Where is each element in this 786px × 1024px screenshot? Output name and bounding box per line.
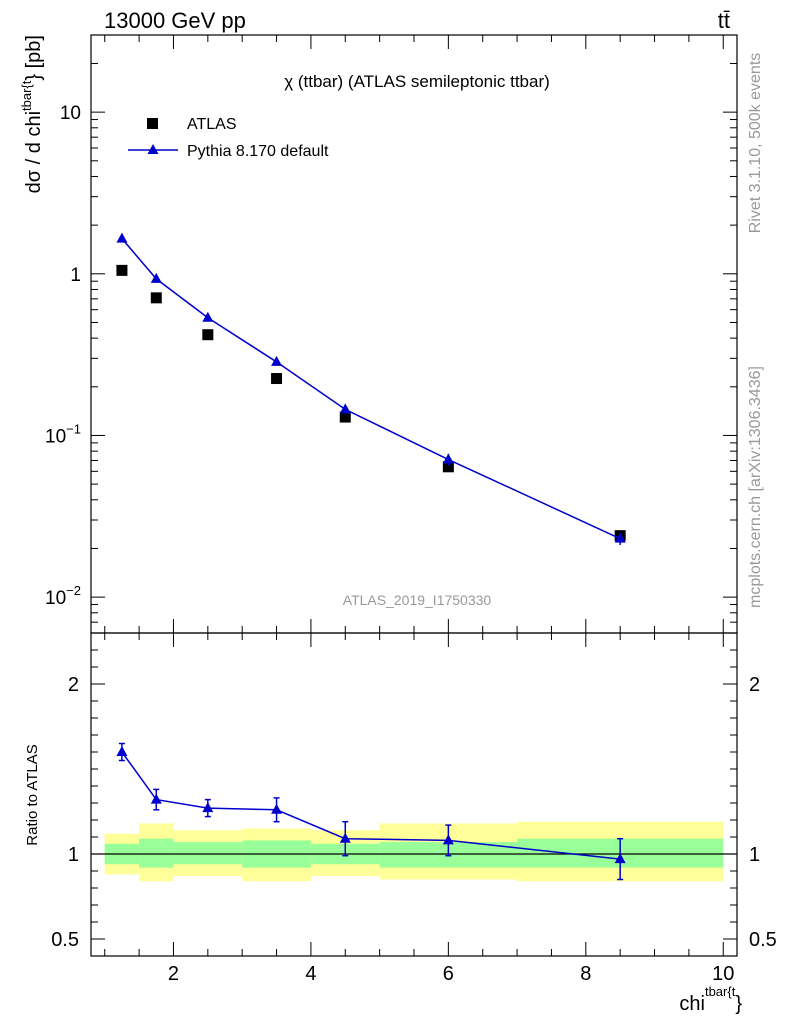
pythia-data-point	[614, 532, 626, 543]
x-axis-title: chitbar{t}	[679, 984, 742, 1015]
legend-marker-pythia	[147, 144, 159, 154]
x-tick-label: 6	[443, 963, 454, 985]
atlas-data-point	[271, 373, 283, 385]
ratio-y-tick-label-left: 0.5	[51, 929, 79, 951]
pythia-data-point	[339, 403, 351, 414]
source-label: mcplots.cern.ch [arXiv:1306.3436]	[747, 366, 764, 608]
ratio-y-axis-title: Ratio to ATLAS	[24, 744, 41, 845]
y-tick-label: 1	[70, 265, 81, 286]
energy-label: 13000 GeV pp	[104, 8, 246, 33]
atlas-data-point	[202, 329, 214, 341]
ratio-data-point	[116, 746, 128, 756]
x-tick-label: 2	[168, 963, 179, 985]
pythia-line	[121, 238, 621, 540]
y-tick-label: 10	[60, 103, 81, 124]
ratio-y-tick-label-right: 1	[749, 844, 760, 866]
uncertainty-band-inner	[173, 842, 243, 865]
ratio-data-point	[202, 802, 214, 813]
pythia-data-point	[116, 232, 128, 243]
x-tick-label: 10	[712, 963, 734, 985]
main-title: χ (ttbar) (ATLAS semileptonic ttbar)	[284, 72, 550, 91]
ratio-panel-frame	[90, 632, 738, 957]
atlas-data-point	[150, 292, 162, 304]
ratio-data-point	[614, 853, 626, 864]
process-label: tt̄	[718, 8, 730, 33]
ratio-y-tick-label-left: 1	[68, 844, 79, 866]
ratio-data-point	[271, 803, 283, 814]
atlas-data-point	[116, 264, 128, 276]
ratio-y-tick-label-right: 2	[749, 674, 760, 696]
pythia-data-point	[442, 453, 454, 464]
watermark: ATLAS_2019_I1750330	[343, 592, 492, 608]
legend-label-atlas: ATLAS	[187, 116, 237, 133]
pythia-data-point	[202, 311, 214, 322]
pythia-data-point	[150, 272, 162, 283]
atlas-data-point	[442, 461, 454, 473]
ratio-y-tick-label-right: 0.5	[749, 929, 777, 951]
x-tick-label: 4	[305, 963, 316, 985]
x-tick-label: 8	[580, 963, 591, 985]
uncertainty-band-inner	[139, 838, 174, 868]
ratio-data-point	[442, 834, 454, 845]
legend: ATLAS Pythia 8.170 default	[128, 116, 329, 160]
main-y-axis-title: dσ / d chitbar{t} [pb]	[19, 35, 45, 193]
legend-label-pythia: Pythia 8.170 default	[187, 143, 329, 160]
main-panel: 10 1 10−1 10−2 χ (ttbar) (ATLAS semileptoni…	[19, 34, 738, 634]
ratio-y-tick-label-left: 2	[68, 674, 79, 696]
y-tick-label: 10−1	[45, 421, 81, 447]
pythia-data-point	[271, 355, 283, 366]
ratio-data-point	[339, 832, 351, 843]
y-tick-label: 10−2	[45, 583, 81, 609]
ratio-data-point	[150, 793, 162, 804]
legend-marker-atlas	[147, 118, 158, 129]
atlas-data-point	[339, 411, 351, 423]
ratio-panel: 2 2 1 1 0.5 0.5 2 4 6 8 10 Ratio to ATLAS chitbar{…	[24, 632, 777, 1015]
rivet-label: Rivet 3.1.10, 500k events	[747, 53, 764, 234]
